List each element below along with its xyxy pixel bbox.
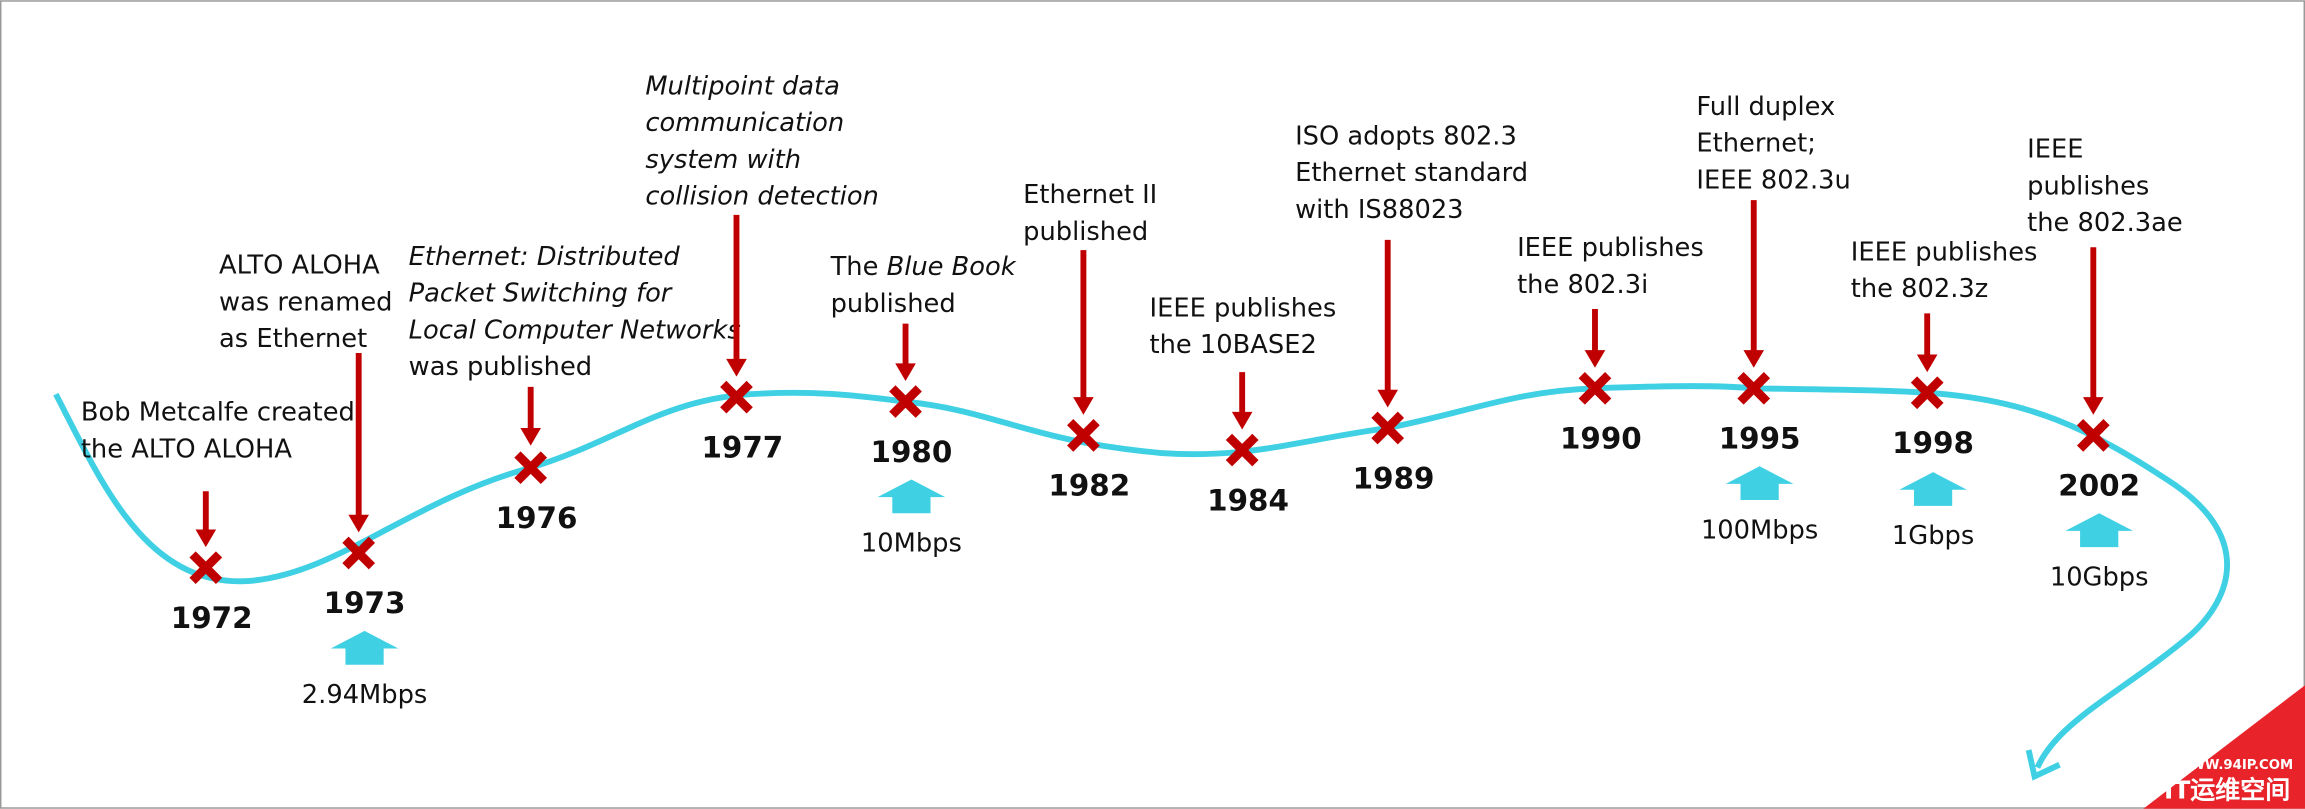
event-arrowhead [895,363,916,381]
description-line: communication [645,108,844,138]
speed-label: 10Gbps [2050,562,2149,592]
description-line: Multipoint data [645,71,840,101]
event-description: Ethernet II published [1023,180,1157,247]
description-line: The [830,252,887,282]
description-line: published [1023,217,1148,247]
description-line: Packet Switching for [409,279,673,309]
event-year: 1980 [871,435,953,469]
description-line: publishes [2027,171,2149,201]
description-line: as Ethernet [219,324,367,354]
description-line: system with [645,145,801,175]
description-line: with IS88023 [1295,195,1463,225]
event-marker [189,551,223,585]
event-arrowhead [520,428,541,446]
speed-label: 1Gbps [1892,521,1974,551]
event-year: 1982 [1048,469,1130,503]
event-year: 1977 [701,430,783,464]
description-line: collision detection [645,182,879,212]
speed-up-arrow [330,630,399,665]
description-line: was published [409,352,592,382]
event-year: 1984 [1207,483,1289,517]
watermark-url: WWW.94IP.COM [2176,758,2293,773]
description-line: was renamed [219,287,392,317]
event-arrowhead [726,358,747,377]
description-line: IEEE publishes [1517,233,1704,263]
event-description: IEEE publishes the 802.3i [1517,233,1704,300]
event-arrowhead [195,529,217,548]
event-description: Full duplex Ethernet; IEEE 802.3u [1696,92,1850,196]
event-marker [1371,411,1405,445]
description-line: Full duplex [1696,92,1835,122]
description-line: IEEE [2027,135,2083,165]
event-year: 1998 [1892,426,1974,460]
description-line: Ethernet standard [1295,158,1528,188]
description-line: Local Computer Networks [409,315,741,345]
event-marker [889,385,922,418]
event-year: 1990 [1560,422,1642,456]
event-arrowhead [1916,354,1938,373]
event-year: 1973 [324,586,406,620]
description-line: the 802.3z [1851,274,1989,304]
event-description: ALTO ALOHA was renamed as Ethernet [219,251,392,355]
speed-label: 2.94Mbps [302,680,428,710]
event-marker [1578,371,1612,405]
speed-label: 100Mbps [1701,515,1818,545]
watermark-name: IT运维空间 [2164,775,2290,804]
event-description: Multipoint data communication system with c… [645,71,879,211]
speed-up-arrow [2065,513,2134,548]
event-year: 2002 [2058,469,2140,503]
description-line: the 10BASE2 [1150,330,1317,360]
event-year: 1976 [496,501,578,535]
description-line: Ethernet: Distributed [409,242,681,272]
description-line: the 802.3i [1517,270,1648,300]
event-description: IEEE publishes the 10BASE2 [1150,293,1337,360]
event-marker [514,451,548,485]
description-line: the 802.3ae [2027,208,2183,238]
speed-up-arrow [877,479,946,514]
speed-up-arrow [1899,472,1967,506]
event-arrowhead [1743,350,1765,368]
event-description: ISO adopts 802.3 Ethernet standard with IS… [1295,121,1528,225]
event-arrowhead [348,514,369,533]
event-marker [1225,433,1259,467]
description-line: ISO adopts 802.3 [1295,121,1517,151]
description-line: Ethernet; [1696,129,1815,159]
event-marker [2076,419,2110,452]
event-marker [342,536,376,570]
event-marker [1737,371,1771,405]
description-line: Bob Metcalfe created [81,398,355,428]
timeline-curve [53,383,2230,769]
event-arrowhead [2083,397,2104,415]
event-description: The Blue Book published [830,252,1017,319]
speed-label: 10Mbps [861,529,962,559]
event-marker [720,380,753,414]
description-line: IEEE publishes [1150,293,1337,323]
description-line: IEEE publishes [1851,237,2038,267]
description-line: the ALTO ALOHA [81,434,292,464]
description-line: Blue Book [887,252,1017,282]
event-arrowhead [1584,350,1606,368]
event-description: IEEE publishes the 802.3ae [2027,135,2183,239]
event-description: Ethernet: Distributed Packet Switching fo… [409,242,741,382]
description-line: published [831,289,956,319]
event-description: IEEE publishes the 802.3z [1851,237,2038,304]
event-year: 1995 [1719,422,1801,456]
speed-up-arrow [1725,466,1794,501]
description-line: ALTO ALOHA [219,251,380,281]
curve-arrowhead [2025,749,2061,781]
event-arrowhead [1231,411,1253,430]
description-line: IEEE 802.3u [1696,165,1850,195]
event-year: 1972 [171,601,253,635]
description-line: Ethernet II [1023,180,1157,210]
event-description: Bob Metcalfe created the ALTO ALOHA [81,398,355,465]
event-marker [1910,376,1944,410]
event-arrowhead [1377,389,1398,408]
event-year: 1989 [1353,461,1435,495]
event-arrowhead [1073,397,1094,415]
event-marker [1067,419,1100,452]
